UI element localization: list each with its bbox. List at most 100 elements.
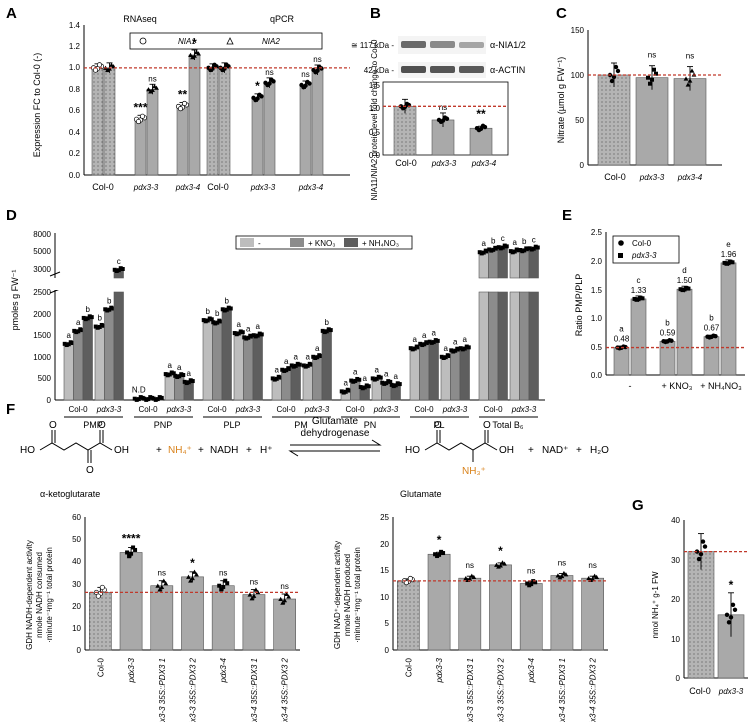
letter-label: a	[284, 357, 289, 366]
data-point	[269, 77, 274, 83]
sig-label: ns	[466, 561, 474, 570]
letter-label: a	[453, 337, 458, 346]
panel-e-xlabel: -	[629, 381, 632, 391]
group-label: PN	[364, 420, 377, 430]
xlabel: pdx3-3 35S::PDX3 2	[189, 657, 198, 722]
data-point	[652, 67, 656, 72]
sig-label: **	[476, 107, 486, 121]
bar	[312, 356, 323, 401]
genotype-label: Col-0	[276, 405, 296, 414]
data-point	[125, 550, 130, 555]
data-point	[223, 578, 228, 583]
bar	[104, 308, 115, 401]
data-point	[186, 574, 191, 579]
letter-label: a	[177, 363, 182, 372]
sig-label: ns	[250, 578, 258, 587]
data-point	[207, 316, 212, 321]
data-point	[707, 335, 712, 340]
bar-nia2	[188, 54, 201, 176]
data-point	[414, 344, 419, 349]
data-point	[138, 395, 143, 400]
data-point	[345, 387, 350, 392]
sig-label: **	[178, 87, 188, 101]
data-point	[190, 575, 195, 581]
data-point	[326, 327, 331, 332]
data-point	[683, 76, 689, 81]
bar-upper	[497, 246, 508, 279]
letter-label: a	[363, 374, 368, 383]
panel-e-ytick: 0.5	[591, 343, 603, 352]
data-point	[502, 561, 507, 566]
panel-label-e: E	[562, 207, 572, 224]
genotype-label: pdx3-3	[166, 405, 192, 414]
letter-label: a	[168, 361, 173, 370]
group-label: Total B₆	[492, 420, 524, 430]
panel-f1-ylabel-2: nmole NADH consumed	[35, 552, 44, 638]
sig-label: ns	[439, 103, 447, 112]
letter-label: a	[619, 325, 624, 334]
data-point	[96, 62, 103, 68]
group-label: PMP	[83, 420, 103, 430]
data-point	[563, 572, 569, 577]
data-point	[127, 554, 132, 559]
letter-label: a	[294, 352, 299, 361]
data-point	[222, 308, 227, 313]
data-point	[400, 105, 406, 111]
panel-a-legend-circle-marker	[139, 37, 147, 45]
letter-label: b	[709, 314, 714, 323]
xlabel: Col-0	[404, 657, 413, 677]
panel-d-ytick: 8000	[33, 230, 51, 239]
panel-f1-ylabel-3: ·minute⁻¹mg⁻¹ total protein	[45, 547, 54, 643]
data-point	[109, 62, 114, 67]
data-point	[159, 584, 165, 589]
panel-b-ytick: 1.5	[369, 81, 381, 90]
data-point	[148, 89, 153, 94]
data-point	[341, 390, 346, 395]
panel-label-g: G	[632, 497, 644, 514]
data-point	[435, 554, 440, 559]
panel-a-xlabel: Col-0	[92, 182, 114, 192]
panel-a-ytick: 0.6	[69, 106, 81, 115]
glu-o2: O	[483, 420, 491, 431]
panel-e-ytick: 2.5	[591, 228, 603, 237]
data-point	[463, 575, 469, 581]
panel-f2-title: Glutamate	[400, 489, 442, 499]
data-point	[638, 295, 643, 300]
legend-marker-col0	[618, 240, 624, 246]
data-point	[728, 259, 733, 264]
letter-label: b	[225, 296, 230, 305]
panel-a-legend-triangle-marker	[226, 37, 234, 45]
letter-label: c	[117, 257, 121, 266]
blot-band	[459, 42, 484, 48]
bar	[242, 594, 266, 651]
data-point	[146, 87, 151, 92]
panel-a-xlabels: Col-0 pdx3-3 pdx3-4 Col-0 pdx3-3 pdx3-4	[92, 182, 324, 192]
reaction-nh4: NH₄⁺	[168, 445, 192, 456]
data-point	[188, 52, 193, 57]
data-point	[295, 361, 300, 366]
data-point	[667, 338, 672, 343]
data-point	[611, 74, 617, 80]
bar	[233, 332, 244, 401]
panel-f2-ylabel-2: nmole NADH produced	[343, 554, 352, 636]
bar	[581, 577, 604, 651]
data-point	[265, 82, 270, 88]
panel-f1-ytick: 40	[72, 557, 81, 566]
glutamate-structure	[424, 430, 498, 462]
panel-f1-title: α-ketoglutarate	[40, 489, 100, 499]
letter-label: a	[513, 238, 518, 247]
reaction-plus: +	[246, 445, 252, 456]
panel-f2-ytick: 20	[380, 540, 389, 549]
data-point	[247, 592, 253, 597]
data-point	[95, 325, 100, 330]
bar	[82, 317, 93, 401]
bar-nia1	[299, 84, 312, 176]
panel-a-ytick: 0.8	[69, 85, 81, 94]
data-point	[561, 570, 567, 576]
panel-label-c: C	[556, 5, 567, 22]
genotype-label: pdx3-3	[442, 405, 468, 414]
bar-upper	[488, 249, 499, 279]
data-point	[83, 317, 88, 322]
data-point	[95, 593, 101, 599]
bar-lower	[528, 291, 539, 401]
